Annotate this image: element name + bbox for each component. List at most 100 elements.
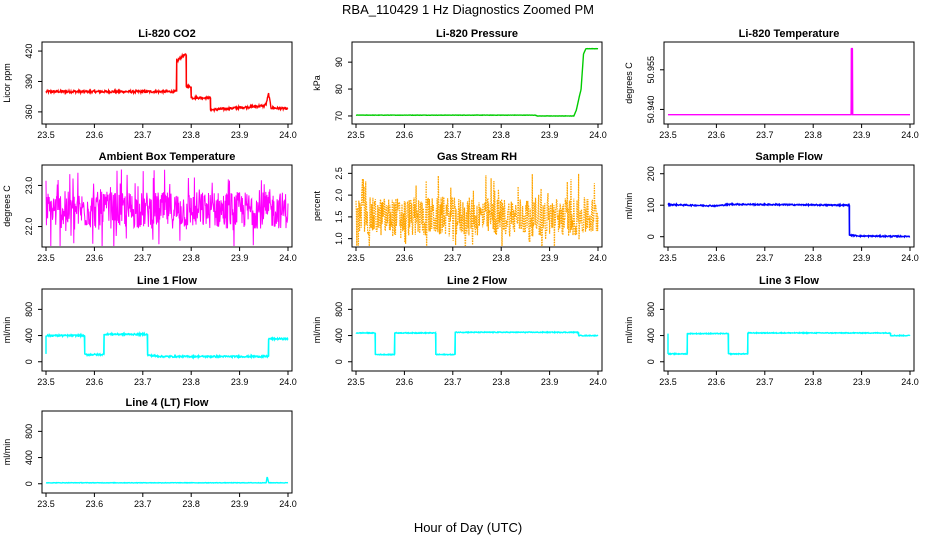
x-tick-label: 23.5 — [37, 377, 55, 387]
y-axis-label: degrees C — [2, 185, 12, 227]
panel-title: Li-820 CO2 — [138, 28, 195, 40]
y-tick-label: 400 — [646, 328, 656, 343]
x-tick-label: 23.8 — [804, 253, 822, 263]
y-tick-label: 0 — [334, 359, 344, 364]
chart-panel: Sample Flow ml/min 23.5 23.6 23.7 23.8 23.9 24.… — [624, 151, 919, 263]
y-tick-label: 0 — [646, 359, 656, 364]
series-line — [668, 47, 910, 116]
y-axis-label: ml/min — [312, 317, 322, 344]
chart-panel: Gas Stream RH percent 23.5 23.6 23.7 23.8 23.9… — [312, 151, 607, 263]
chart-panel: Li-820 Pressure kPa 23.5 23.6 23.7 23.8 23.9 24… — [312, 28, 607, 140]
x-tick-label: 23.8 — [182, 253, 200, 263]
y-tick-label: 800 — [646, 302, 656, 317]
y-tick-label: 200 — [646, 166, 656, 181]
x-tick-label: 23.8 — [182, 377, 200, 387]
x-tick-label: 23.9 — [853, 253, 871, 263]
series-line — [667, 202, 911, 239]
y-tick-label: 0 — [24, 359, 34, 364]
panel-title: Line 3 Flow — [759, 275, 819, 287]
x-tick-label: 23.9 — [231, 499, 249, 509]
x-tick-label: 24.0 — [279, 253, 297, 263]
x-tick-label: 23.6 — [708, 130, 726, 140]
chart-panel: Line 2 Flow ml/min 23.5 23.6 23.7 23.8 23.9 24.… — [312, 275, 607, 387]
y-axis-label: degrees C — [624, 62, 634, 104]
panel-title: Line 1 Flow — [137, 275, 197, 287]
series-line — [45, 169, 289, 246]
x-tick-label: 23.6 — [396, 253, 414, 263]
x-tick-label: 23.6 — [708, 253, 726, 263]
x-tick-label: 23.7 — [756, 253, 774, 263]
y-tick-label: 2.0 — [334, 189, 344, 202]
x-tick-label: 23.8 — [492, 377, 510, 387]
x-tick-label: 23.9 — [231, 253, 249, 263]
x-tick-label: 23.5 — [659, 130, 677, 140]
panel-title: Ambient Box Temperature — [99, 151, 236, 163]
y-tick-label: 70 — [334, 111, 344, 121]
y-tick-label: 0 — [646, 234, 656, 239]
x-tick-label: 24.0 — [589, 130, 607, 140]
chart-panel: Li-820 Temperature degrees C 23.5 23.6 23.7 2… — [624, 28, 919, 140]
y-tick-label: 50.940 — [646, 96, 656, 124]
x-tick-label: 24.0 — [279, 130, 297, 140]
x-tick-label: 24.0 — [279, 499, 297, 509]
y-axis-label: kPa — [312, 75, 322, 91]
y-tick-label: 390 — [24, 74, 34, 89]
series-line — [45, 476, 289, 484]
x-tick-label: 23.6 — [86, 130, 104, 140]
panel-title: Sample Flow — [755, 151, 823, 163]
x-tick-label: 23.7 — [134, 377, 152, 387]
x-tick-label: 23.5 — [347, 130, 365, 140]
y-tick-label: 400 — [334, 328, 344, 343]
x-tick-label: 23.9 — [541, 253, 559, 263]
x-tick-label: 23.5 — [37, 499, 55, 509]
x-tick-label: 23.7 — [756, 377, 774, 387]
x-tick-label: 23.6 — [86, 377, 104, 387]
series-line — [355, 47, 599, 117]
x-tick-label: 23.7 — [134, 499, 152, 509]
x-tick-label: 23.7 — [134, 130, 152, 140]
plot-frame — [351, 288, 603, 372]
series-line — [45, 52, 289, 113]
chart-panel: Line 4 (LT) Flow ml/min 23.5 23.6 23.7 23.8 23… — [2, 397, 297, 509]
y-tick-label: 800 — [24, 424, 34, 439]
y-tick-label: 400 — [24, 450, 34, 465]
x-tick-label: 23.8 — [182, 130, 200, 140]
plot-frame — [351, 41, 603, 125]
plot-frame — [41, 164, 293, 248]
x-tick-label: 24.0 — [279, 377, 297, 387]
x-tick-label: 23.8 — [492, 253, 510, 263]
x-tick-label: 23.6 — [86, 499, 104, 509]
plot-frame — [41, 288, 293, 372]
x-tick-label: 23.9 — [231, 377, 249, 387]
series-line — [667, 331, 911, 356]
x-tick-label: 24.0 — [901, 130, 919, 140]
x-tick-label: 23.7 — [134, 253, 152, 263]
x-tick-label: 23.9 — [853, 130, 871, 140]
y-tick-label: 400 — [24, 328, 34, 343]
x-tick-label: 23.6 — [86, 253, 104, 263]
y-tick-label: 50.955 — [646, 56, 656, 84]
x-tick-label: 23.5 — [347, 377, 365, 387]
x-tick-label: 23.5 — [659, 253, 677, 263]
plot-frame — [351, 164, 603, 248]
x-tick-label: 23.8 — [492, 130, 510, 140]
y-tick-label: 100 — [646, 198, 656, 213]
x-tick-label: 24.0 — [901, 253, 919, 263]
y-axis-label: percent — [312, 190, 322, 221]
y-tick-label: 1.0 — [334, 232, 344, 245]
x-tick-label: 24.0 — [589, 377, 607, 387]
x-tick-label: 23.6 — [396, 130, 414, 140]
plot-frame — [41, 41, 293, 125]
x-tick-label: 23.5 — [347, 253, 365, 263]
figure-title: RBA_110429 1 Hz Diagnostics Zoomed PM — [342, 2, 594, 17]
y-tick-label: 90 — [334, 57, 344, 67]
figure-x-axis-title: Hour of Day (UTC) — [414, 520, 522, 535]
chart-panel: Line 1 Flow ml/min 23.5 23.6 23.7 23.8 23.9 24.… — [2, 275, 297, 387]
y-tick-label: 420 — [24, 44, 34, 59]
panel-title: Line 4 (LT) Flow — [126, 397, 209, 409]
y-tick-label: 22.0 — [24, 218, 34, 236]
y-tick-label: 80 — [334, 84, 344, 94]
panel-title: Li-820 Pressure — [436, 28, 518, 40]
series-line — [355, 173, 599, 246]
x-tick-label: 24.0 — [589, 253, 607, 263]
